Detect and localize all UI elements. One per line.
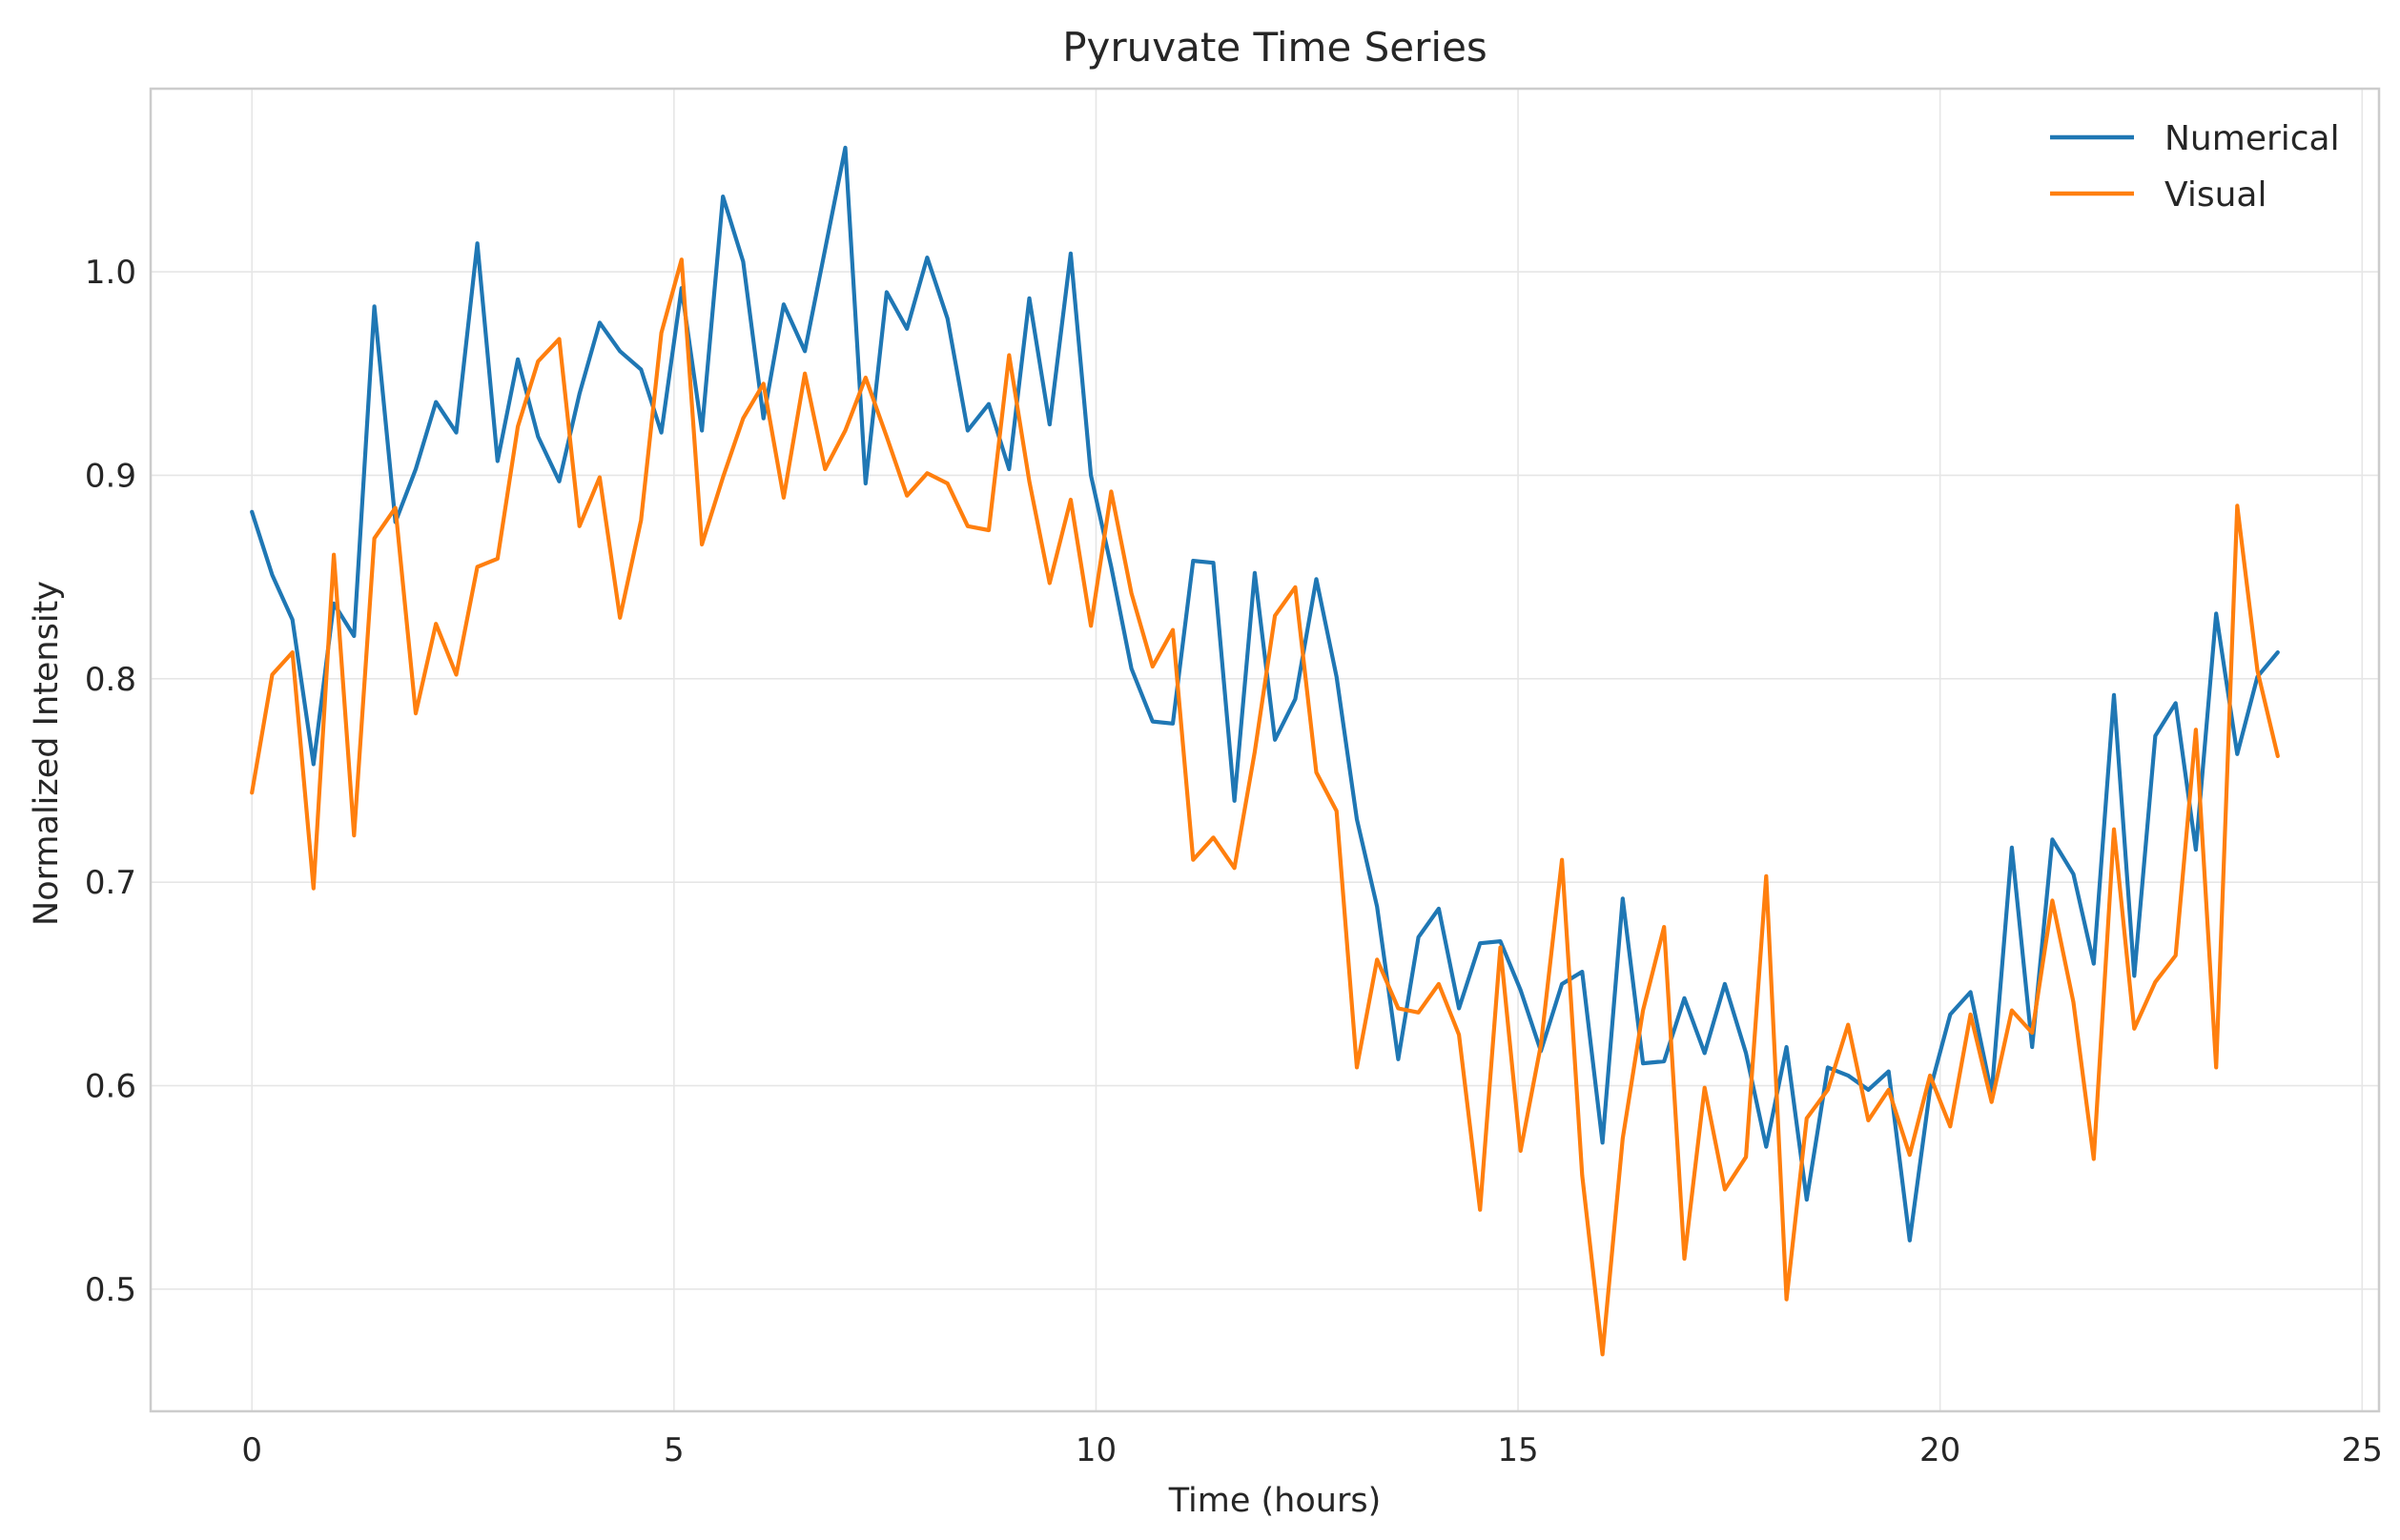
x-tick-label: 5 xyxy=(664,1431,685,1469)
x-tick-label: 10 xyxy=(1076,1431,1117,1469)
plot-frame xyxy=(149,87,2381,1413)
legend-label-visual: Visual xyxy=(2164,175,2267,215)
x-tick-label: 0 xyxy=(241,1431,262,1469)
tick-labels: 0 5 10 15 20 25 0.5 0.6 0.7 0.8 0.9 1.0 xyxy=(85,254,2383,1469)
series-lines xyxy=(250,145,2280,1357)
chart-title: Pyruvate Time Series xyxy=(1062,24,1487,71)
y-tick-label: 0.5 xyxy=(85,1271,136,1309)
y-tick-label: 0.7 xyxy=(85,864,136,902)
x-axis-label: Time (hours) xyxy=(1168,1482,1382,1520)
y-axis-label: Normalized Intensity xyxy=(28,581,66,926)
x-tick-label: 20 xyxy=(1919,1431,1960,1469)
y-tick-label: 1.0 xyxy=(85,254,136,292)
legend: Numerical Visual xyxy=(2050,119,2340,215)
y-tick-label: 0.6 xyxy=(85,1068,136,1106)
x-tick-label: 25 xyxy=(2342,1431,2383,1469)
series-line-visual xyxy=(250,257,2280,1357)
x-tick-label: 15 xyxy=(1497,1431,1538,1469)
y-tick-label: 0.9 xyxy=(85,457,136,495)
y-tick-label: 0.8 xyxy=(85,661,136,699)
series-line-numerical xyxy=(250,145,2280,1242)
legend-label-numerical: Numerical xyxy=(2164,119,2340,158)
